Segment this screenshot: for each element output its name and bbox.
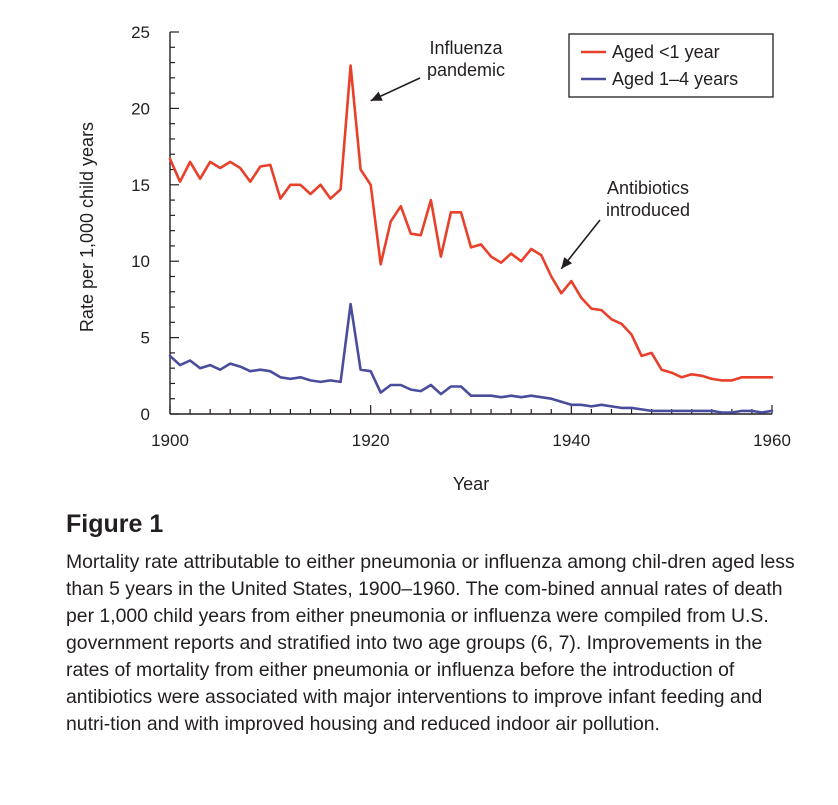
- series-line-aged-under-1: [168, 64, 774, 382]
- mortality-line-chart: 0 5 10 15 20 25 1900 1920 1940 1960 Year Rate per 1…: [77, 23, 791, 494]
- annotation-text-line: Influenza: [429, 38, 503, 58]
- y-tick-label: 10: [131, 252, 150, 271]
- y-tick-label: 5: [141, 329, 150, 348]
- y-tick-label: 15: [131, 176, 150, 195]
- annotation-text: Influenza pandemic: [427, 38, 505, 80]
- series-line-aged-1-4: [168, 302, 774, 414]
- legend-label: Aged <1 year: [612, 42, 720, 62]
- figure-caption: Mortality rate attributable to either pn…: [66, 551, 795, 735]
- x-tick-label: 1940: [552, 431, 590, 450]
- legend: Aged <1 year Aged 1–4 years: [568, 33, 774, 98]
- y-tick-label: 20: [131, 99, 150, 118]
- x-tick-label: 1920: [352, 431, 390, 450]
- series-layer: [168, 64, 774, 414]
- annotation-layer: Influenza pandemic Antibiotics introduced: [370, 38, 690, 270]
- axes: 0 5 10 15 20 25 1900 1920 1940 1960 Year Rate per 1…: [77, 23, 791, 494]
- legend-label: Aged 1–4 years: [612, 69, 738, 89]
- y-tick-label: 0: [141, 405, 150, 424]
- annotation-text-line: Antibiotics: [607, 178, 689, 198]
- y-tick-label: 25: [131, 23, 150, 42]
- y-axis-title: Rate per 1,000 child years: [77, 122, 97, 332]
- annotation-arrow-head: [561, 257, 573, 269]
- annotation-arrow-head: [370, 91, 383, 101]
- x-tick-label: 1900: [151, 431, 189, 450]
- figure-heading: Figure 1: [66, 510, 164, 538]
- annotation-text-line: introduced: [606, 200, 690, 220]
- x-axis-title: Year: [453, 474, 489, 494]
- annotation-text: Antibiotics introduced: [606, 178, 690, 220]
- annotation-text-line: pandemic: [427, 60, 505, 80]
- legend-box: [568, 33, 774, 98]
- x-tick-label: 1960: [753, 431, 791, 450]
